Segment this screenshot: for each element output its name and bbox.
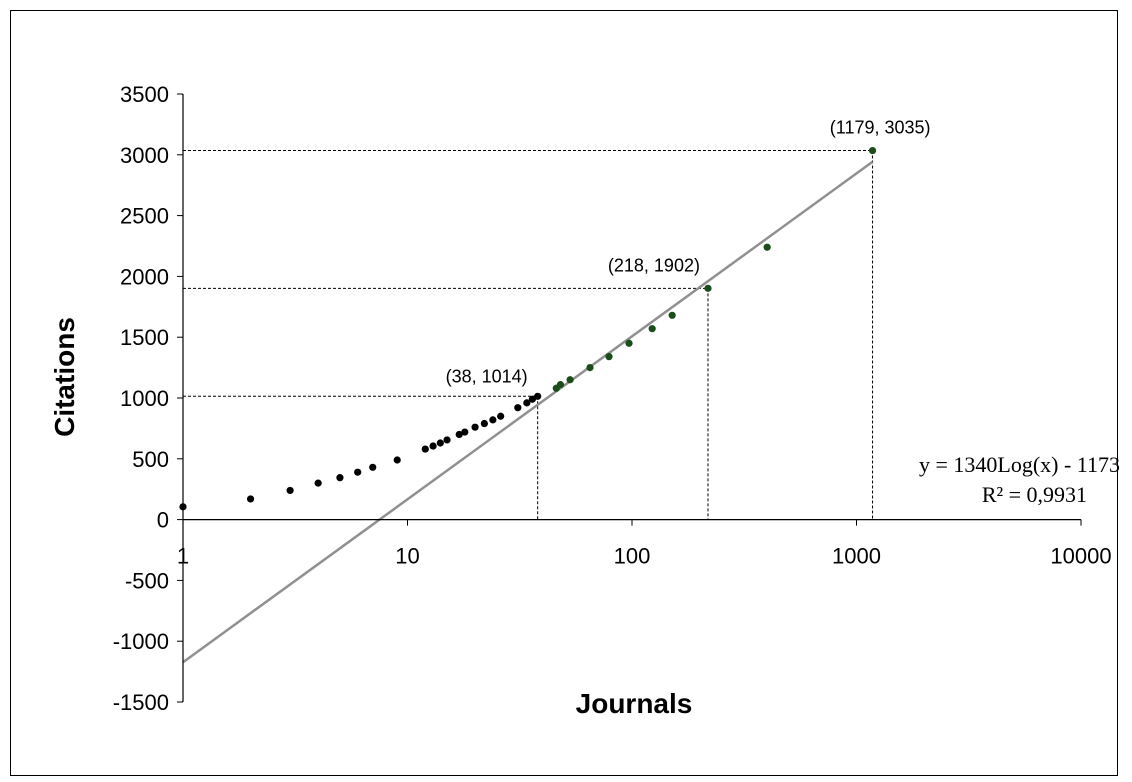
data-point (354, 468, 362, 476)
data-point (369, 463, 377, 471)
x-tick-label: 1000 (832, 544, 881, 569)
data-point (497, 412, 505, 420)
data-point (286, 486, 294, 495)
data-point (625, 339, 633, 347)
data-point (246, 495, 255, 503)
data-point (763, 243, 771, 251)
data-point (566, 376, 574, 384)
y-tick-label: 1000 (120, 386, 169, 411)
data-point (443, 436, 451, 444)
data-point (421, 445, 429, 453)
chart-frame (10, 10, 1118, 776)
data-point (393, 456, 401, 464)
data-point (489, 416, 497, 424)
data-point (586, 364, 594, 372)
y-tick-label: 2500 (120, 204, 169, 229)
y-tick-label: -1500 (113, 690, 169, 715)
data-point (668, 311, 676, 319)
y-tick-label: 0 (157, 508, 169, 533)
x-tick-label: 1 (177, 544, 189, 569)
data-point (480, 419, 488, 428)
data-point (179, 503, 187, 511)
point-annotation: (38, 1014) (446, 366, 528, 386)
y-tick-label: -500 (125, 568, 169, 593)
y-axis-title: Citations (49, 317, 80, 437)
data-point (314, 479, 322, 487)
data-point (704, 284, 712, 292)
data-points (179, 146, 877, 511)
data-point (556, 381, 565, 389)
x-axis-title: Journals (576, 688, 693, 719)
y-tick-label: 3000 (120, 143, 169, 168)
y-tick-label: 3500 (120, 82, 169, 107)
x-tick-label: 100 (614, 544, 651, 569)
data-point (605, 353, 613, 361)
data-point (461, 428, 469, 436)
data-point (429, 442, 437, 450)
x-tick-label: 10 (395, 544, 419, 569)
y-tick-label: 500 (132, 447, 169, 472)
data-point (336, 474, 344, 482)
data-point (868, 146, 877, 155)
data-point (534, 392, 542, 400)
y-tick-label: 2000 (120, 264, 169, 289)
point-annotation: (218, 1902) (608, 255, 700, 275)
data-point (436, 439, 444, 447)
data-point (471, 423, 479, 431)
dashed-guides (183, 150, 874, 520)
y-tick-label: -1000 (113, 629, 169, 654)
point-annotation: (1179, 3035) (830, 118, 931, 138)
trendline-equation: y = 1340Log(x) - 1173 (919, 452, 1120, 477)
y-tick-label: 1500 (120, 325, 169, 350)
trendline (182, 160, 874, 664)
data-point (514, 404, 522, 412)
data-point (648, 325, 656, 333)
labels: (38, 1014) (218, 1902) (1179, 3035) (446, 118, 931, 387)
data-point (528, 395, 536, 403)
r-squared-label: R² = 0,9931 (982, 482, 1087, 507)
axes: 3500 3000 2500 2000 1500 1000 500 0 -500 -1000 -15… (113, 82, 1112, 715)
x-tick-label: 10000 (1050, 544, 1111, 569)
data-point (523, 399, 531, 407)
trendline-group (182, 160, 874, 664)
data-point (455, 430, 463, 439)
